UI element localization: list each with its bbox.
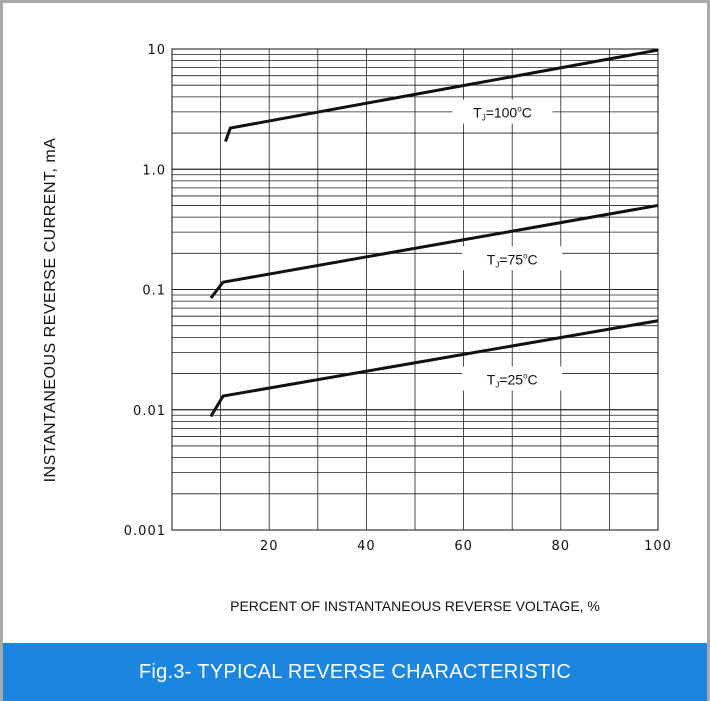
curves — [209, 48, 659, 418]
x-tick-label: 20 — [260, 539, 279, 554]
y-tick-label: 1.0 — [142, 163, 166, 178]
y-axis-label: INSTANTANEOUS REVERSE CURRENT, mA — [42, 138, 59, 483]
x-tick-label: 40 — [357, 539, 376, 554]
series-line-2 — [209, 319, 659, 418]
series-line-1 — [209, 203, 659, 299]
y-tick-label: 0.1 — [142, 284, 166, 299]
series-label-2: TJ=25oC — [487, 372, 538, 390]
tick-labels: 20 40 60 80 100 0.001 0.01 0.1 1.0 10 — [124, 43, 672, 554]
series-label-0: TJ=100oC — [473, 105, 532, 123]
x-tick-label: 100 — [644, 539, 672, 554]
figure-caption: Fig.3- TYPICAL REVERSE CHARACTERISTIC — [3, 643, 707, 701]
y-tick-label: 0.01 — [133, 404, 166, 419]
y-tick-label: 0.001 — [124, 524, 166, 539]
series-label-bg — [452, 99, 553, 124]
series-label-bg — [462, 366, 563, 391]
plot-border — [171, 48, 659, 531]
x-tick-label: 80 — [552, 539, 571, 554]
series-labels: TJ=100oC TJ=75oC TJ=25oC — [452, 99, 563, 391]
series-label-bg — [462, 246, 563, 271]
y-tick-label: 10 — [147, 43, 166, 58]
x-axis-label: PERCENT OF INSTANTANEOUS REVERSE VOLTAGE… — [230, 598, 600, 614]
x-tick-label: 60 — [454, 539, 473, 554]
series-label-1: TJ=75oC — [487, 251, 538, 269]
series-line-0 — [224, 48, 659, 143]
grid — [172, 48, 658, 531]
